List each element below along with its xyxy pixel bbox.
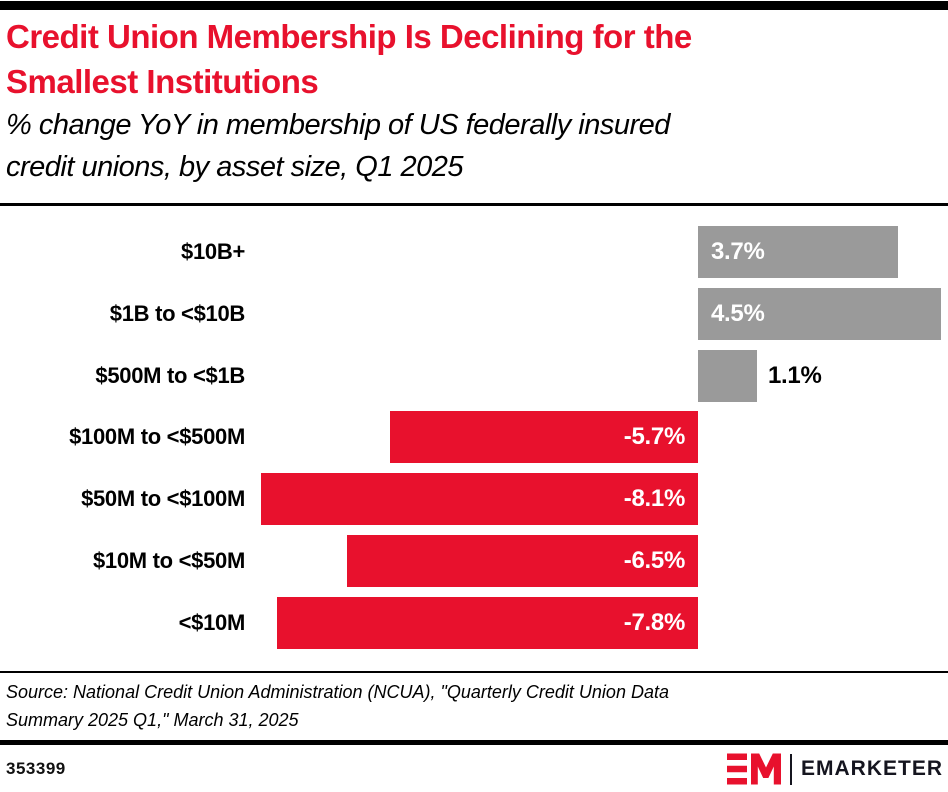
category-label: $10M to <$50M [92, 548, 245, 573]
page-title: Credit Union Membership Is Declining for… [6, 14, 916, 104]
top-accent-bar [0, 1, 948, 10]
category-label: $100M to <$500M [69, 424, 245, 449]
em-monogram-icon [726, 753, 781, 785]
category-label: $500M to <$1B [95, 363, 245, 388]
source-line-1: Source: National Credit Union Administra… [6, 682, 669, 702]
value-label: -8.1% [623, 485, 686, 512]
bar: -6.5% [347, 535, 698, 587]
logo-divider [789, 753, 792, 785]
category-label: $1B to <$10B [109, 301, 246, 326]
bar: 3.7% [698, 226, 898, 278]
bar: 4.5% [698, 288, 941, 340]
value-label: -6.5% [623, 547, 686, 574]
bar: -5.7% [390, 411, 698, 463]
bar [698, 350, 757, 402]
source-line-2: Summary 2025 Q1," March 31, 2025 [6, 710, 299, 730]
category-label: $50M to <$100M [81, 486, 245, 511]
value-label: 4.5% [711, 300, 765, 327]
category-label: $10B+ [181, 239, 245, 264]
value-label: -7.8% [623, 609, 686, 636]
chart-subtitle: % change YoY in membership of US federal… [6, 104, 936, 188]
header-divider-line [0, 203, 948, 206]
subtitle-line-2: credit unions, by asset size, Q1 2025 [6, 151, 464, 183]
value-label: -5.7% [623, 423, 686, 450]
value-label: 3.7% [711, 238, 765, 265]
subtitle-line-1: % change YoY in membership of US federal… [6, 109, 670, 141]
footer-divider-line [0, 740, 948, 745]
category-label: <$10M [178, 610, 246, 635]
title-line-1: Credit Union Membership Is Declining for… [6, 18, 692, 55]
bar: -8.1% [261, 473, 698, 525]
value-label: 1.1% [768, 362, 822, 389]
title-line-2: Smallest Institutions [6, 63, 319, 100]
source-note: Source: National Credit Union Administra… [6, 678, 906, 734]
chart-id: 353399 [6, 759, 66, 778]
bar: -7.8% [277, 597, 698, 649]
emarketer-logo: EMARKETER [726, 750, 943, 788]
bar-chart: $10B+ 3.7% $1B to <$10B 4.5% $500M to <$1B 1.… [0, 226, 948, 656]
emarketer-wordmark: EMARKETER [800, 757, 943, 780]
source-divider-line [0, 671, 948, 673]
